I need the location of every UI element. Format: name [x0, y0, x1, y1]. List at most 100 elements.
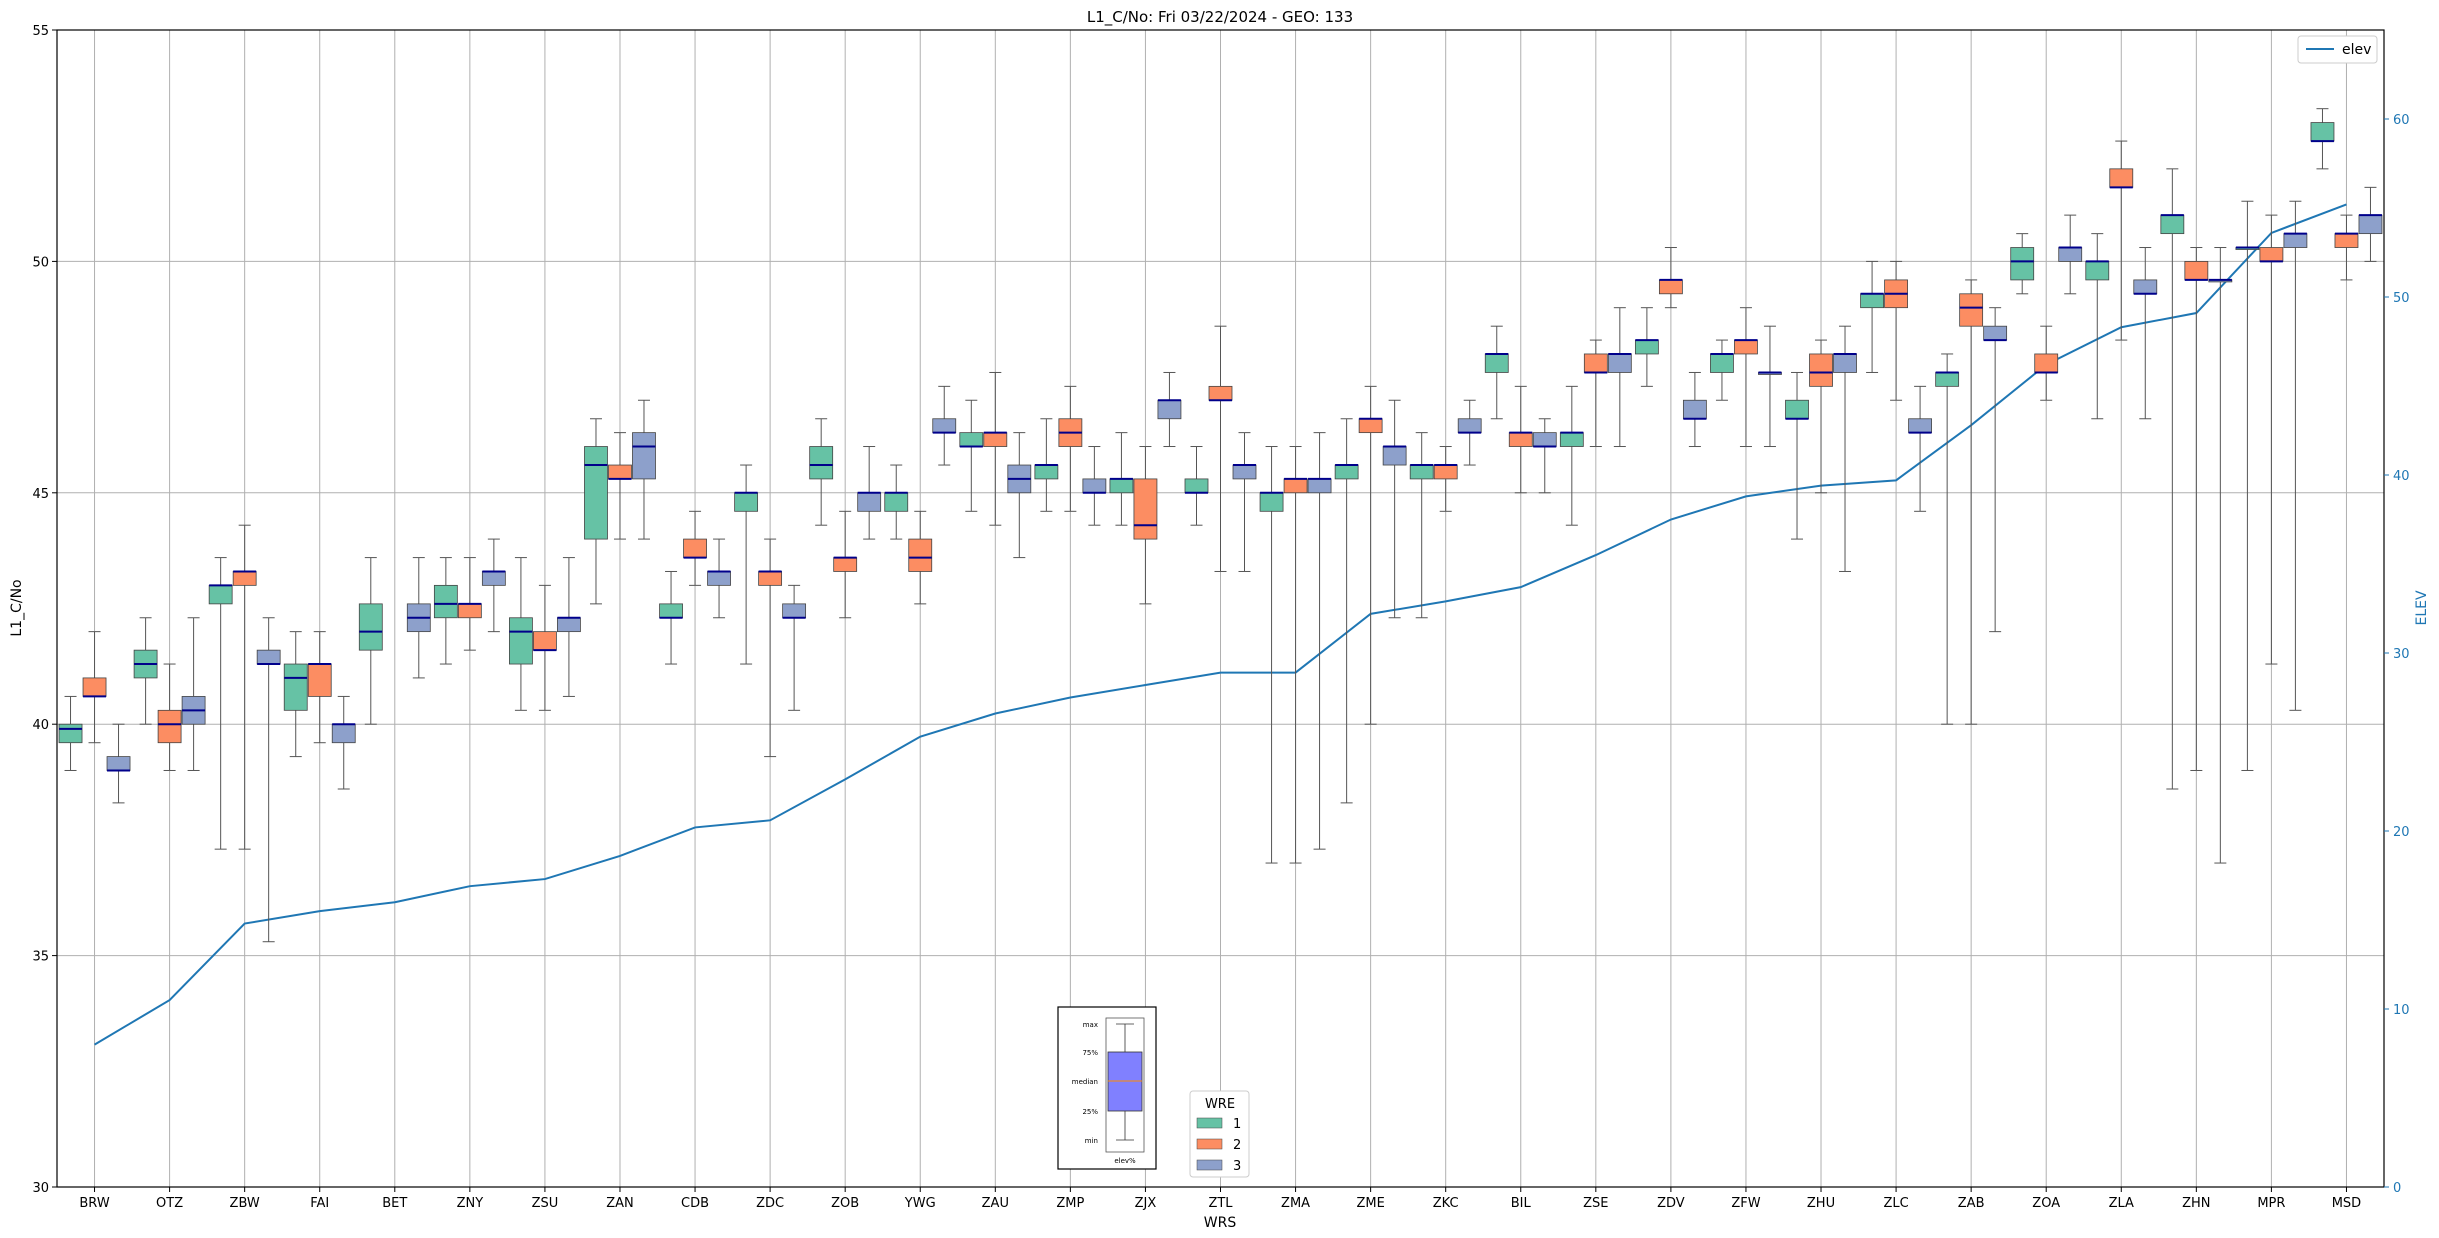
- y-tick-label: 45: [32, 487, 49, 502]
- x-tick-label: ZDC: [756, 1196, 784, 1211]
- box-wre2: [1734, 339, 1758, 355]
- box-wre3: [1908, 418, 1932, 434]
- box-wre3: [1532, 432, 1557, 447]
- x-tick-label: ZNY: [457, 1196, 484, 1211]
- box-wre1: [2010, 247, 2035, 281]
- box-wre3: [857, 492, 882, 512]
- box-wre1: [283, 663, 308, 711]
- box-wre2: [457, 603, 482, 619]
- box-wre3: [632, 432, 656, 480]
- box-wre3: [1382, 446, 1407, 466]
- box-wre2: [758, 571, 783, 586]
- box-wre3: [1983, 325, 2008, 341]
- box-wre1: [1259, 492, 1284, 512]
- box-wre2: [2184, 260, 2209, 281]
- box-wre1: [1785, 399, 1809, 420]
- box-wre1: [1034, 464, 1059, 480]
- box-wre2: [307, 663, 332, 697]
- box-wre3: [1307, 478, 1332, 494]
- box-wre2: [1208, 385, 1233, 401]
- box-wre3: [1833, 353, 1857, 373]
- box-wre1: [1559, 432, 1584, 447]
- box-wre2: [1658, 279, 1683, 295]
- box-wre1: [659, 603, 683, 619]
- box-wre2: [1283, 478, 1308, 494]
- x-tick-label: ZSU: [532, 1196, 559, 1211]
- grid-lines: [57, 29, 2384, 1188]
- box-wre1: [1484, 353, 1509, 373]
- x-tick-label: BRW: [79, 1196, 109, 1211]
- box-wre2: [2334, 233, 2359, 248]
- box-wre2: [1508, 432, 1533, 447]
- box-wre3: [707, 571, 731, 586]
- box-wre1: [2310, 122, 2335, 142]
- key-box-label: median: [1072, 1078, 1098, 1086]
- x-tick-label: ZME: [1356, 1196, 1384, 1211]
- box-wre2: [2109, 168, 2134, 188]
- y-axis-label: L1_C/No: [9, 579, 25, 636]
- box-wre1: [58, 723, 83, 744]
- box-wre2: [533, 631, 557, 651]
- box-wre2: [82, 677, 107, 697]
- box-wre2: [2034, 353, 2059, 373]
- y2-tick-label: 10: [2393, 1003, 2410, 1018]
- x-tick-label: ZMP: [1056, 1196, 1084, 1211]
- box-wre3: [2283, 233, 2308, 248]
- elev-legend-label: elev: [2342, 42, 2371, 58]
- x-tick-label: ZSE: [1583, 1196, 1608, 1211]
- x-tick-label: BET: [382, 1196, 407, 1211]
- key-box-caption: elev%: [1114, 1157, 1136, 1165]
- y2-tick-label: 40: [2393, 469, 2410, 484]
- box-wre1: [584, 446, 608, 540]
- box-wre1: [433, 584, 458, 619]
- y2-tick-label: 30: [2393, 647, 2410, 662]
- box-wre2: [683, 538, 707, 558]
- x-tick-label: ZLA: [2109, 1196, 2134, 1211]
- box-wre1: [884, 492, 909, 512]
- x-tick-label: ZKC: [1433, 1196, 1459, 1211]
- box-wre1: [2160, 214, 2185, 235]
- y-tick-label: 35: [32, 950, 49, 965]
- x-tick-label: ZHU: [1807, 1196, 1835, 1211]
- x-tick-label: CDB: [681, 1196, 709, 1211]
- box-wre1: [959, 432, 984, 447]
- x-tick-label: ZDV: [1657, 1196, 1685, 1211]
- box-wre1: [1935, 372, 1960, 387]
- x-tick-label: ZOA: [2032, 1196, 2060, 1211]
- box-wre2: [983, 432, 1008, 447]
- elev-legend: elev: [2297, 35, 2378, 64]
- box-wre3: [331, 723, 356, 744]
- y2-tick-label: 50: [2393, 291, 2410, 306]
- boxes-group: [58, 108, 2383, 943]
- box-wre3: [1157, 399, 1182, 420]
- box-wre1: [1109, 478, 1134, 494]
- x-tick-label: OTZ: [156, 1196, 183, 1211]
- box-wre1: [1184, 478, 1209, 494]
- box-wre2: [232, 571, 257, 586]
- y2-tick-label: 60: [2393, 113, 2410, 128]
- box-wre2: [1959, 293, 1984, 327]
- x-tick-label: ZBW: [230, 1196, 260, 1211]
- box-wre1: [1409, 464, 1434, 480]
- box-wre1: [1860, 293, 1884, 309]
- box-wre3: [782, 603, 807, 619]
- x-tick-label: MPR: [2257, 1196, 2285, 1211]
- x-tick-label: ZHN: [2182, 1196, 2210, 1211]
- y2-axis-label: ELEV: [2414, 590, 2430, 625]
- box-wre2: [1358, 418, 1383, 434]
- wre-legend-swatch-1: [1196, 1117, 1223, 1129]
- box-wre3: [2358, 214, 2383, 235]
- key-box-label: max: [1083, 1021, 1098, 1029]
- box-wre3: [106, 756, 131, 771]
- box-wre3: [1457, 418, 1482, 434]
- box-wre1: [734, 492, 759, 512]
- y2-tick-label: 20: [2393, 825, 2410, 840]
- elev-legend-frame: [2297, 35, 2378, 64]
- box-wre1: [358, 603, 383, 651]
- wre-legend-label-1: 1: [1233, 1117, 1241, 1132]
- x-tick-label: ZAB: [1958, 1196, 1985, 1211]
- y-tick-label: 50: [32, 255, 49, 270]
- box-wre2: [1133, 478, 1158, 540]
- box-wre1: [2085, 260, 2110, 281]
